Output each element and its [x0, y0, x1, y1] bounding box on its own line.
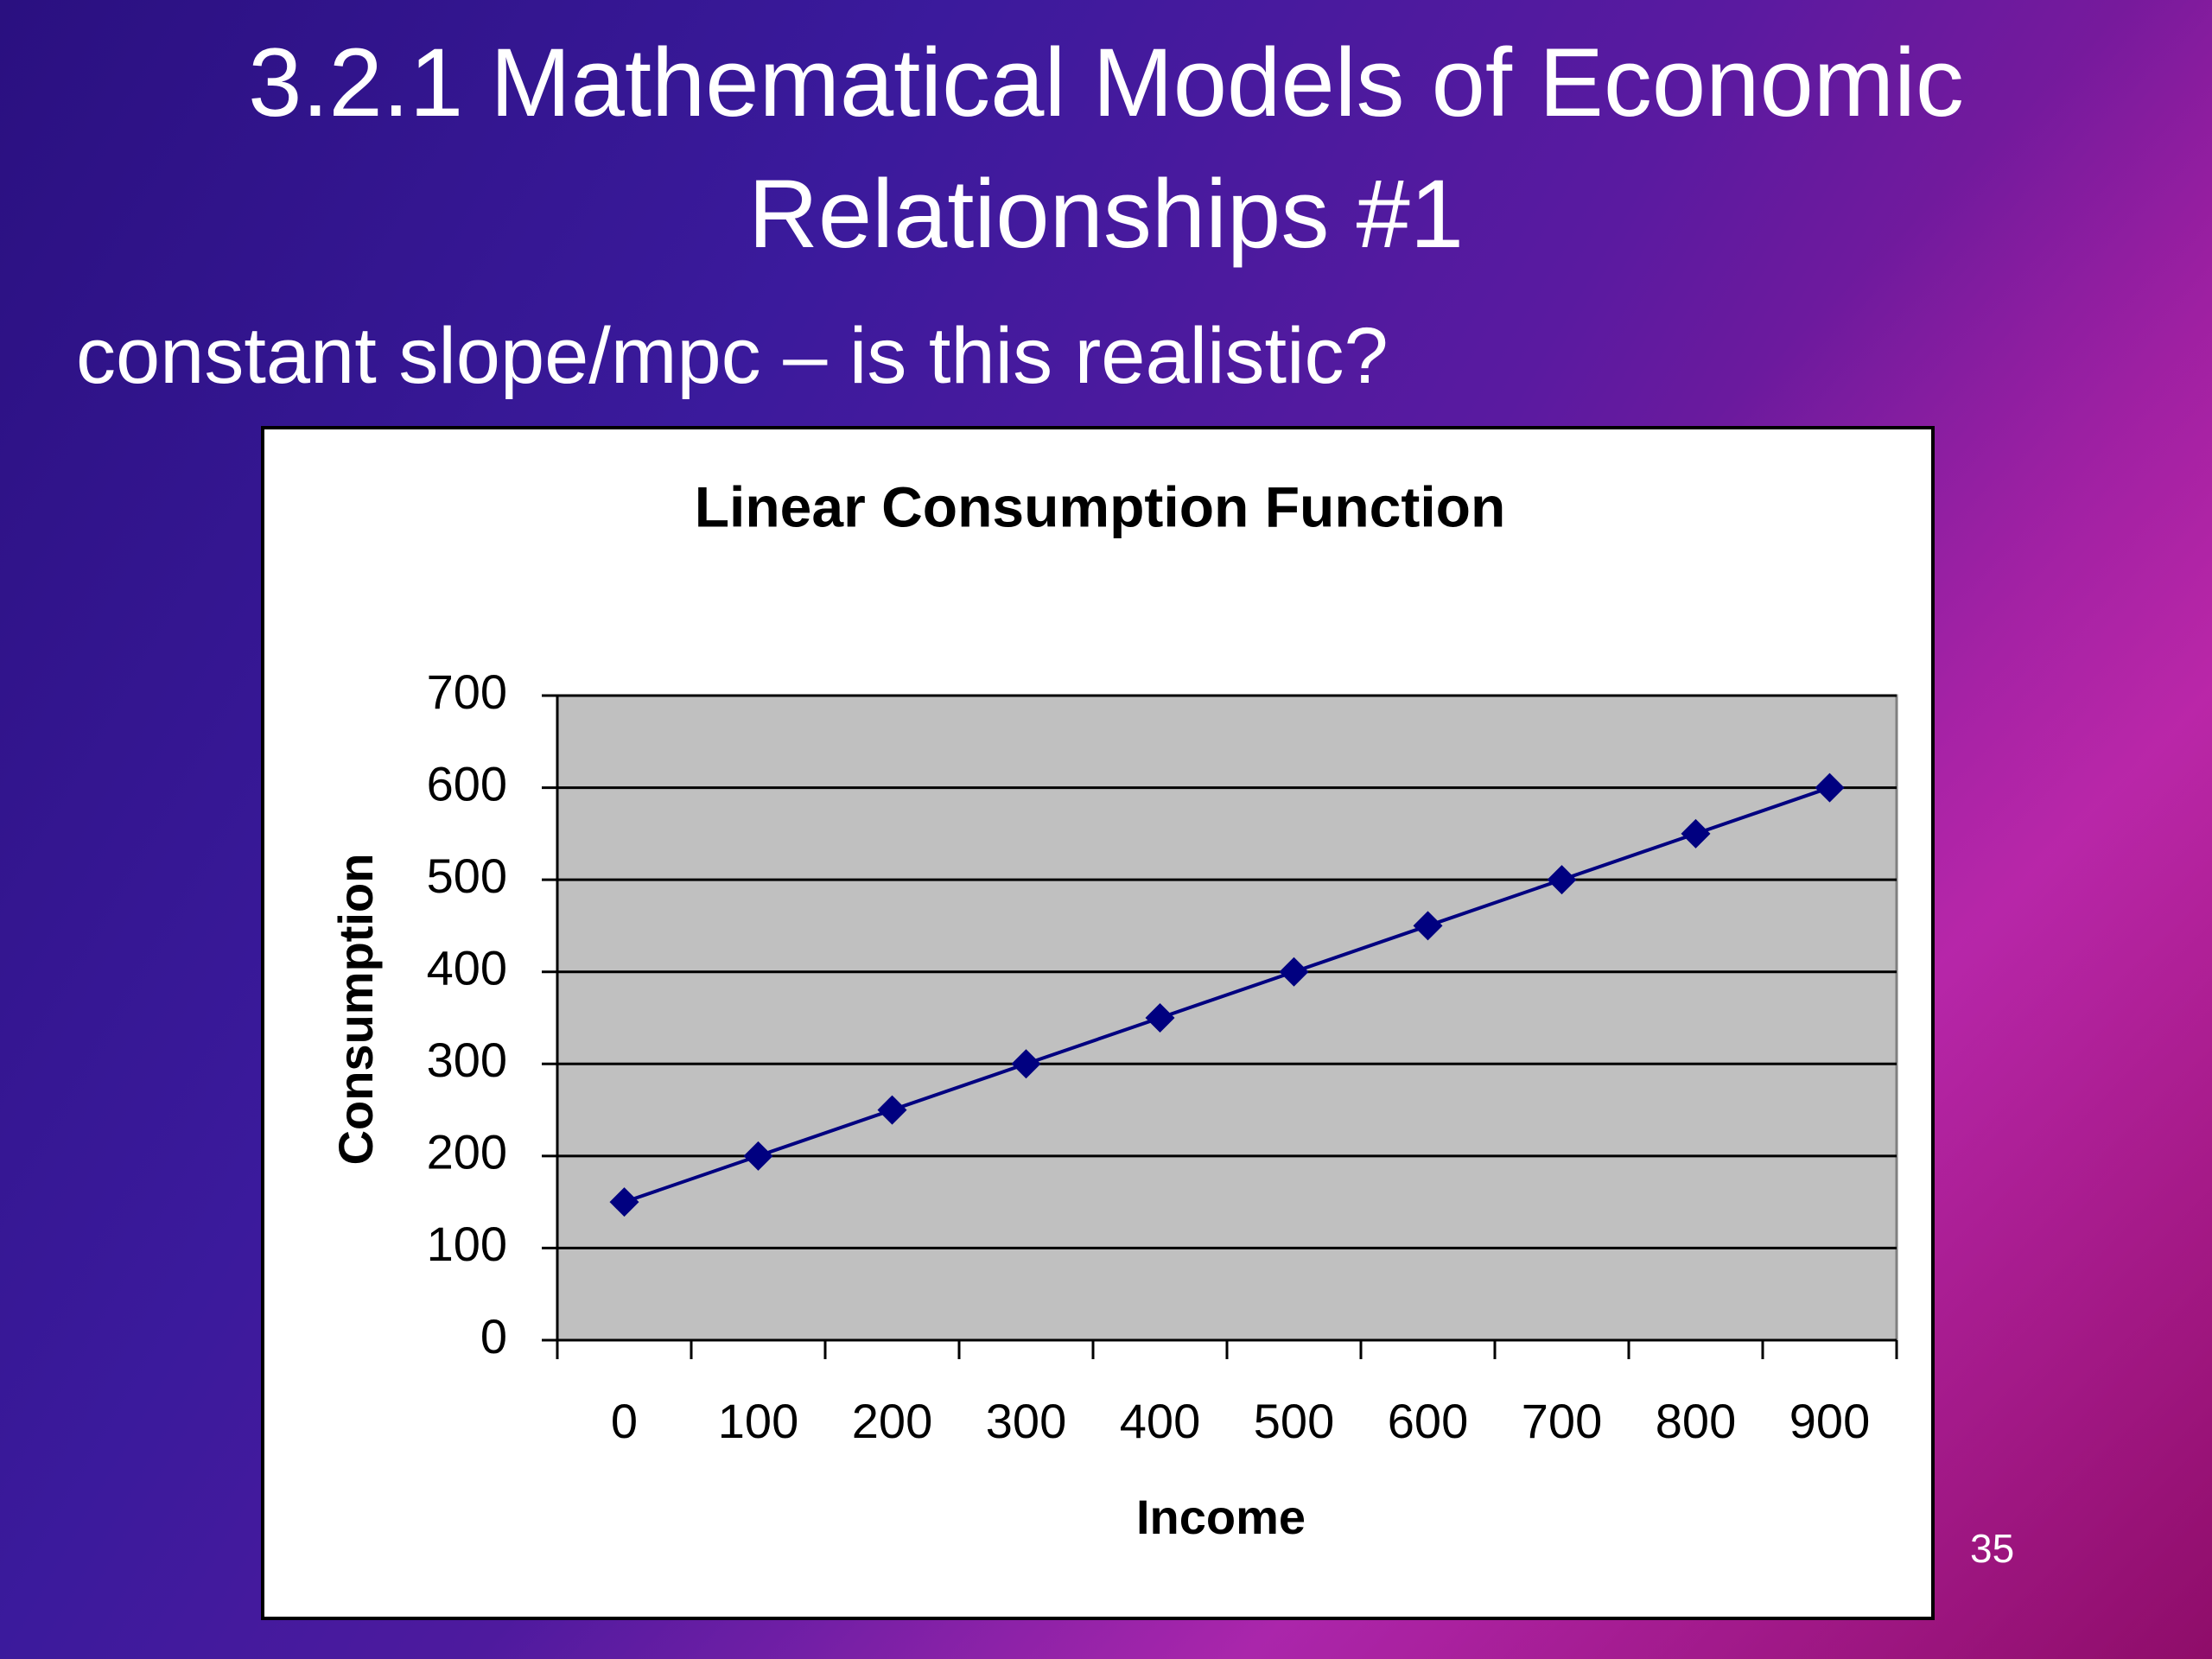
- marker: [1547, 865, 1577, 895]
- x-tick-label: 500: [1254, 1394, 1334, 1448]
- x-tick-label: 600: [1388, 1394, 1468, 1448]
- marker: [877, 1095, 907, 1125]
- x-tick-label: 0: [611, 1394, 638, 1448]
- y-axis-label: Consumption: [328, 854, 383, 1166]
- y-tick-label: 700: [427, 664, 507, 719]
- marker: [609, 1187, 639, 1217]
- x-tick-label: 100: [718, 1394, 798, 1448]
- x-tick-label: 200: [852, 1394, 932, 1448]
- x-tick-label: 400: [1120, 1394, 1200, 1448]
- series-line: [623, 785, 1831, 1205]
- page-number: 35: [1970, 1526, 2015, 1571]
- y-tick-label: 500: [427, 849, 507, 903]
- y-tick-label: 400: [427, 941, 507, 995]
- y-tick-label: 600: [427, 756, 507, 810]
- x-tick-label: 300: [986, 1394, 1066, 1448]
- x-tick-label: 900: [1789, 1394, 1870, 1448]
- chart-title: Linear Consumption Function: [695, 474, 1506, 538]
- marker: [1681, 818, 1711, 849]
- x-axis-label: Income: [1136, 1490, 1306, 1544]
- plot-area: [556, 694, 1898, 1342]
- y-tick-label: 100: [427, 1217, 507, 1271]
- y-tick-label: 200: [427, 1125, 507, 1179]
- slide-title: 3.2.1 Mathematical Models of Economic Re…: [248, 29, 1964, 268]
- marker: [1815, 772, 1845, 803]
- marker: [1279, 957, 1309, 987]
- marker: [1011, 1049, 1041, 1079]
- y-tick-label: 0: [480, 1309, 507, 1363]
- x-tick-label: 700: [1522, 1394, 1602, 1448]
- marker: [1413, 911, 1443, 941]
- y-tick-label: 300: [427, 1033, 507, 1087]
- x-tick-label: 800: [1656, 1394, 1736, 1448]
- marker: [1145, 1003, 1175, 1033]
- slide-text: constant slope/mpc – is this realistic?: [76, 312, 1389, 400]
- marker: [743, 1141, 773, 1171]
